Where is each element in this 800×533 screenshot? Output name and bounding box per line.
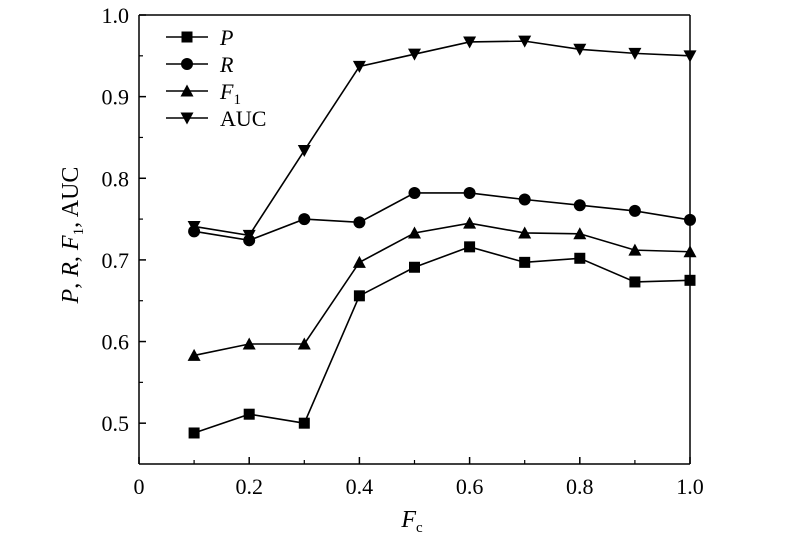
x-tick-label: 0 [134,474,145,499]
series-line-auc [193,40,691,237]
data-point-auc [297,145,311,158]
data-point-p [298,417,310,429]
data-point-f1 [242,337,256,350]
data-point-auc [628,47,642,60]
data-point-f1 [297,337,311,350]
data-point-f1 [187,348,201,361]
legend-label-f1: F1 [219,79,241,108]
data-point-r [353,216,366,229]
legend-marker-r [181,58,193,70]
data-point-f1 [573,227,587,240]
series-markers [187,35,697,439]
series-lines [193,40,691,434]
data-point-auc [573,43,587,56]
x-tick-label: 0.4 [346,474,374,499]
data-point-p [243,408,255,420]
data-point-auc [518,35,532,48]
y-tick-label: 0.8 [102,166,130,191]
data-point-r [298,213,311,226]
data-point-r [684,213,696,226]
legend-label-r: R [219,52,234,77]
data-point-auc [187,220,201,233]
data-point-f1 [352,255,366,268]
data-point-auc [408,48,421,61]
y-tick-label: 0.7 [102,248,130,273]
x-tick-label: 1.0 [676,474,704,499]
data-point-p [629,276,641,288]
series-line-r [193,192,691,242]
data-point-r [628,204,641,217]
data-point-p [409,261,420,273]
legend-label-auc: AUC [220,106,266,131]
data-point-auc [683,50,697,63]
data-point-p [684,274,696,286]
axes: 0 0.2 0.4 0.6 0.8 1.0 0.5 0.6 0.7 0.8 0.9 1.0 [102,3,704,499]
data-point-f1 [628,243,642,256]
y-axis-title: P, R, F1, AUC [58,167,87,305]
series-line-f1 [193,222,691,357]
data-point-p [574,252,586,264]
x-axis-title: Fc [400,507,423,533]
data-point-r [463,186,476,199]
y-tick-label: 1.0 [102,3,130,28]
series-line-p [193,246,691,434]
data-point-p [188,427,200,439]
legend-label-p: P [219,25,233,50]
data-point-f1 [463,216,477,229]
legend-marker-p [181,31,193,43]
data-point-auc [242,229,256,242]
data-point-f1 [518,226,532,239]
data-point-p [519,256,531,268]
data-point-r [518,193,531,206]
data-point-r [573,199,586,212]
y-tick-label: 0.9 [102,85,130,110]
legend-marker-auc [180,112,194,125]
x-tick-label: 0.6 [456,474,484,499]
data-point-f1 [683,245,697,258]
data-point-p [464,241,476,253]
x-tick-label: 0.2 [235,474,263,499]
data-point-auc [463,36,477,49]
data-point-p [353,290,365,302]
data-point-r [408,186,421,199]
data-point-f1 [408,226,421,239]
legend-marker-f1 [180,84,194,97]
y-tick-label: 0.6 [102,330,130,355]
data-point-auc [352,60,366,73]
y-tick-label: 0.5 [102,411,130,436]
x-tick-label: 0.8 [566,474,594,499]
